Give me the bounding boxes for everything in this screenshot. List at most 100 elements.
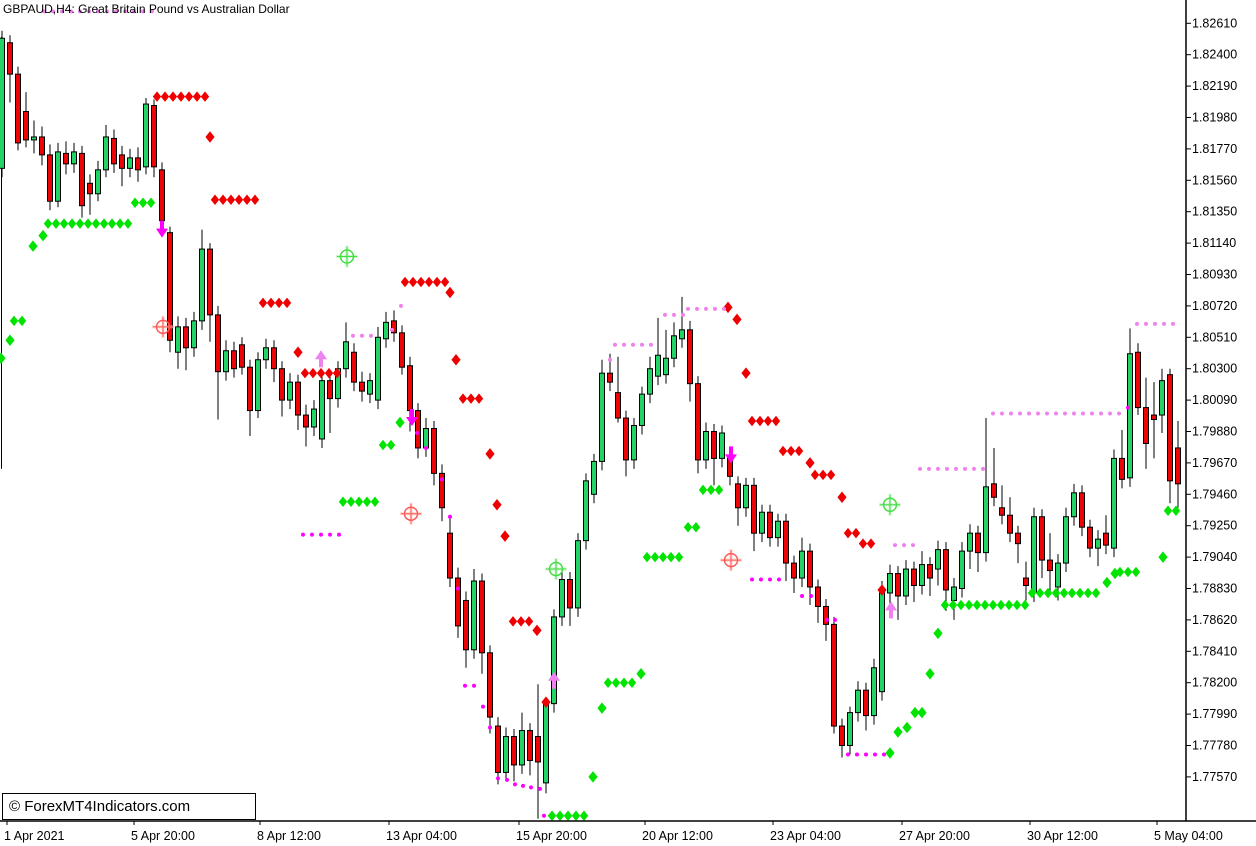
stop-dot-magenta bbox=[513, 782, 517, 787]
stop-dot-magenta bbox=[505, 777, 509, 782]
time-label: 23 Apr 04:00 bbox=[770, 829, 841, 843]
sell-diamond bbox=[763, 415, 773, 427]
bear-candle-body bbox=[975, 532, 981, 554]
bear-candle-body bbox=[1007, 514, 1013, 534]
bear-candle-body bbox=[687, 329, 693, 385]
bear-candle-body bbox=[303, 414, 309, 428]
stop-dot-violet bbox=[649, 342, 653, 347]
stop-dot-magenta bbox=[415, 430, 419, 435]
bear-candle-body bbox=[111, 137, 117, 165]
stop-dot-violet bbox=[972, 466, 976, 471]
bear-candle-body bbox=[991, 483, 997, 498]
bear-candle-body bbox=[495, 725, 501, 773]
price-label: 1.77570 bbox=[1192, 770, 1237, 784]
buy-diamond bbox=[146, 197, 156, 208]
bull-candle-body bbox=[311, 408, 317, 428]
sell-diamond bbox=[866, 538, 876, 549]
sell-diamond bbox=[837, 491, 847, 504]
bull-candle-body bbox=[319, 380, 325, 440]
sell-diamond bbox=[152, 91, 162, 102]
buy-diamond bbox=[619, 677, 629, 688]
sell-diamond bbox=[242, 194, 252, 205]
sell-diamond bbox=[160, 91, 170, 102]
bear-candle-body bbox=[527, 730, 533, 761]
buy-diamond bbox=[9, 315, 19, 327]
buy-diamond bbox=[972, 599, 982, 611]
price-label: 1.80930 bbox=[1192, 268, 1237, 282]
bear-candle-body bbox=[695, 383, 701, 461]
buy-diamond bbox=[5, 334, 15, 347]
stop-dot-magenta bbox=[855, 752, 859, 757]
sell-diamond bbox=[416, 276, 426, 288]
buy-diamond bbox=[1027, 587, 1037, 599]
buy-diamond bbox=[1075, 587, 1085, 599]
bull-candle-body bbox=[55, 151, 61, 202]
buy-diamond bbox=[1110, 567, 1120, 580]
sell-diamond bbox=[316, 367, 326, 379]
buy-diamond bbox=[940, 599, 950, 611]
buy-diamond bbox=[59, 218, 69, 229]
sell-diamond bbox=[500, 530, 510, 542]
buy-diamond bbox=[1083, 587, 1093, 599]
bull-candle-body bbox=[575, 540, 581, 609]
bear-candle-body bbox=[863, 689, 869, 717]
bear-candle-body bbox=[167, 232, 173, 341]
stop-dot-magenta bbox=[456, 586, 460, 591]
stop-dot-violet bbox=[1063, 411, 1067, 416]
sell-diamond bbox=[192, 91, 202, 102]
bear-candle-body bbox=[447, 532, 453, 579]
bear-candle-body bbox=[1103, 532, 1109, 546]
price-label: 1.80300 bbox=[1192, 362, 1237, 376]
stop-dot-violet bbox=[132, 9, 136, 14]
stop-dot-violet bbox=[713, 306, 717, 311]
buy-diamond bbox=[1059, 587, 1069, 599]
stop-dot-violet bbox=[640, 342, 644, 347]
bear-candle-body bbox=[791, 562, 797, 579]
bull-candle-body bbox=[967, 532, 973, 552]
sell-diamond bbox=[282, 297, 292, 309]
stop-dot-violet bbox=[608, 357, 612, 362]
stop-dot-violet bbox=[622, 342, 626, 347]
buy-diamond bbox=[706, 484, 716, 496]
sell-diamond bbox=[440, 276, 450, 288]
stop-dot-violet bbox=[1135, 321, 1139, 326]
sell-diamond bbox=[492, 499, 502, 511]
sell-diamond bbox=[741, 367, 751, 379]
stop-dot-violet bbox=[631, 342, 635, 347]
buy-diamond bbox=[571, 810, 581, 822]
bear-candle-body bbox=[751, 484, 757, 534]
buy-diamond bbox=[346, 496, 356, 508]
stop-dot-violet bbox=[1027, 411, 1031, 416]
buy-arrow-icon bbox=[548, 671, 560, 689]
buy-diamond bbox=[603, 677, 613, 688]
bear-candle-body bbox=[415, 410, 421, 449]
price-label: 1.82610 bbox=[1192, 16, 1237, 30]
stop-dot-magenta bbox=[538, 786, 542, 791]
stop-dot-violet bbox=[1144, 321, 1148, 326]
stop-dot-violet bbox=[927, 466, 931, 471]
sell-arrow-icon bbox=[156, 220, 168, 238]
bull-candle-body bbox=[519, 730, 525, 766]
buy-diamond bbox=[43, 218, 53, 229]
price-label: 1.81560 bbox=[1192, 173, 1237, 187]
sell-diamond bbox=[400, 276, 410, 288]
stop-dot-magenta bbox=[750, 577, 754, 582]
buy-diamond bbox=[1171, 505, 1181, 516]
bear-candle-body bbox=[1039, 516, 1045, 561]
bear-candle-body bbox=[119, 154, 125, 169]
price-label: 1.78830 bbox=[1192, 582, 1237, 596]
bear-candle-body bbox=[183, 326, 189, 349]
sell-diamond bbox=[210, 194, 220, 205]
bear-candle-body bbox=[215, 314, 221, 373]
sell-arrow-icon bbox=[725, 446, 737, 464]
price-label: 1.77780 bbox=[1192, 739, 1237, 753]
bull-candle-body bbox=[887, 573, 893, 594]
stop-dot-violet bbox=[1000, 411, 1004, 416]
stop-dot-magenta bbox=[463, 683, 467, 688]
stop-dot-violet bbox=[1090, 411, 1094, 416]
stop-dot-violet bbox=[963, 466, 967, 471]
stop-dot-violet bbox=[1045, 411, 1049, 416]
sell-diamond bbox=[747, 415, 757, 427]
buy-diamond bbox=[107, 218, 117, 229]
